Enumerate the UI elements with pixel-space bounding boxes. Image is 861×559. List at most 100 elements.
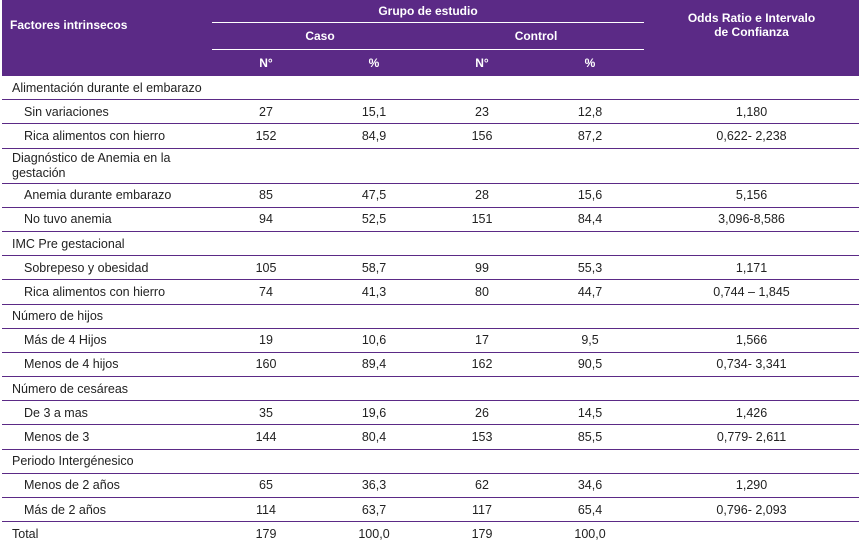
caso-pct: 89,4	[320, 352, 428, 378]
row-label: Más de 4 Hijos	[2, 328, 212, 353]
header-control-n: N°	[428, 49, 536, 76]
table-row: Rica alimentos con hierro 74 41,3 80 44,…	[2, 279, 860, 305]
odds-ratio: 1,566	[644, 328, 860, 353]
total-caso-n: 179	[255, 526, 277, 541]
caso-pct: 41,3	[320, 279, 428, 305]
caso-n: 144	[212, 424, 320, 450]
total-control-pct: 100,0	[574, 526, 606, 541]
odds-ratio: 1,290	[644, 473, 860, 499]
group-filler	[212, 148, 860, 184]
caso-pct: 19,6	[320, 400, 428, 426]
caso-pct: 52,5	[320, 207, 428, 232]
caso-n: 105	[212, 255, 320, 281]
group-row: IMC Pre gestacional	[2, 231, 860, 257]
group-title: IMC Pre gestacional	[2, 231, 860, 257]
control-n: 28	[428, 183, 536, 208]
row-label: Menos de 4 hijos	[2, 352, 212, 378]
caso-n: 160	[212, 352, 320, 378]
control-pct: 84,4	[536, 207, 645, 232]
table-row: Sin variaciones 27 15,1 23 12,8 1,180	[2, 99, 860, 125]
control-pct: 55,3	[536, 255, 645, 281]
caso-pct: 58,7	[320, 255, 428, 281]
row-label: Sin variaciones	[2, 99, 212, 125]
caso-n: 85	[212, 183, 320, 208]
control-n: 26	[428, 400, 536, 426]
header-blank	[2, 49, 212, 76]
caso-pct: 36,3	[320, 473, 428, 499]
odds-ratio: 1,171	[644, 255, 860, 281]
control-n: 62	[428, 473, 536, 499]
odds-ratio: 0,622- 2,238	[644, 123, 860, 149]
control-n: 153	[428, 424, 536, 450]
caso-n: 152	[212, 123, 320, 149]
header-odds: Odds Ratio e Intervalo de Confianza	[644, 0, 860, 50]
header-factores: Factores intrinsecos	[2, 0, 212, 50]
group-title: Alimentación durante el embarazo	[2, 76, 860, 101]
group-title: Periodo Intergénesico	[2, 449, 860, 474]
group-title: Diagnóstico de Anemia en la gestación	[2, 148, 212, 184]
table-body: Alimentación durante el embarazo Sin var…	[2, 76, 860, 546]
group-row: Número de cesáreas	[2, 376, 860, 402]
odds-ratio: 0,779- 2,611	[644, 424, 860, 450]
total-label: Total	[12, 526, 39, 541]
table-row: Menos de 3 144 80,4 153 85,5 0,779- 2,61…	[2, 424, 860, 450]
row-label: Menos de 3	[2, 424, 212, 450]
odds-ratio: 0,796- 2,093	[644, 497, 860, 523]
odds-ratio: 5,156	[644, 183, 860, 208]
control-n: 80	[428, 279, 536, 305]
row-label: Menos de 2 años	[2, 473, 212, 499]
row-label: Rica alimentos con hierro	[2, 123, 212, 149]
total-caso-pct: 100,0	[358, 526, 390, 541]
odds-ratio: 1,426	[644, 400, 860, 426]
caso-n: 65	[212, 473, 320, 499]
caso-pct: 15,1	[320, 99, 428, 125]
odds-ratio: 0,734- 3,341	[644, 352, 860, 378]
caso-n: 19	[212, 328, 320, 353]
row-label: Sobrepeso y obesidad	[2, 255, 212, 281]
table-row: Rica alimentos con hierro 152 84,9 156 8…	[2, 123, 860, 149]
control-n: 162	[428, 352, 536, 378]
table-row: Más de 2 años 114 63,7 117 65,4 0,796- 2…	[2, 497, 860, 523]
control-n: 151	[428, 207, 536, 232]
group-row: Diagnóstico de Anemia en la gestación	[2, 148, 860, 184]
row-label: Anemia durante embarazo	[2, 183, 212, 208]
header-grupo: Grupo de estudio	[212, 0, 645, 23]
group-title: Número de cesáreas	[2, 376, 860, 402]
total-odds	[644, 522, 859, 546]
group-title: Número de hijos	[2, 304, 860, 329]
table-row: De 3 a mas 35 19,6 26 14,5 1,426	[2, 400, 860, 426]
group-row: Número de hijos	[2, 304, 860, 329]
control-pct: 44,7	[536, 279, 645, 305]
data-table: Factores intrinsecos Grupo de estudio Od…	[2, 0, 860, 546]
total-control-n: 179	[471, 526, 493, 541]
control-n: 23	[428, 99, 536, 125]
row-label: No tuvo anemia	[2, 207, 212, 232]
table-header: Factores intrinsecos Grupo de estudio Od…	[2, 0, 860, 76]
caso-pct: 10,6	[320, 328, 428, 353]
caso-n: 74	[212, 279, 320, 305]
table-row: Sobrepeso y obesidad 105 58,7 99 55,3 1,…	[2, 255, 860, 281]
control-pct: 34,6	[536, 473, 645, 499]
control-pct: 12,8	[536, 99, 645, 125]
header-control-pct: %	[536, 49, 645, 76]
header-caso: Caso	[212, 22, 428, 50]
row-label: De 3 a mas	[2, 400, 212, 426]
row-label: Más de 2 años	[2, 497, 212, 523]
caso-n: 94	[212, 207, 320, 232]
table-row: Menos de 4 hijos 160 89,4 162 90,5 0,734…	[2, 352, 860, 378]
caso-pct: 63,7	[320, 497, 428, 523]
control-n: 99	[428, 255, 536, 281]
control-pct: 85,5	[536, 424, 645, 450]
group-row: Periodo Intergénesico	[2, 449, 860, 474]
group-row: Alimentación durante el embarazo	[2, 76, 860, 101]
caso-pct: 80,4	[320, 424, 428, 450]
total-row: Total 179 100,0 179 100,0	[2, 522, 859, 546]
caso-n: 27	[212, 99, 320, 125]
table-row: Menos de 2 años 65 36,3 62 34,6 1,290	[2, 473, 860, 499]
odds-ratio: 3,096-8,586	[644, 207, 860, 232]
caso-pct: 84,9	[320, 123, 428, 149]
caso-n: 114	[212, 497, 320, 523]
control-pct: 15,6	[536, 183, 645, 208]
header-caso-pct: %	[320, 49, 428, 76]
